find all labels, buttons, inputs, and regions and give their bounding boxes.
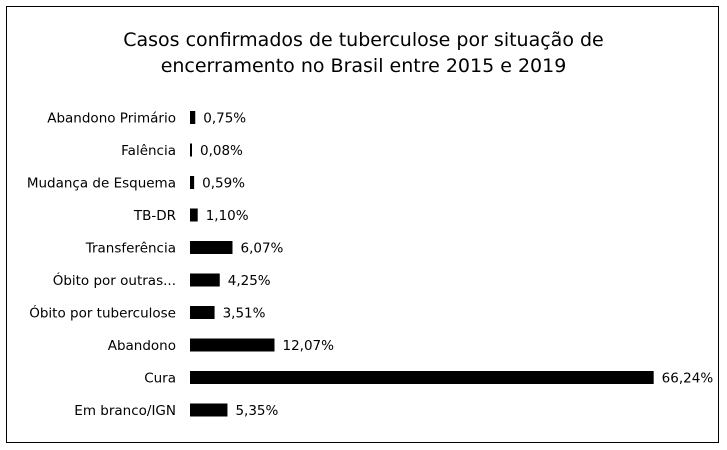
- bar-chart: Abandono Primário Falência Mudança de Esqu…: [27, 111, 714, 420]
- value-label: 5,35%: [235, 403, 278, 419]
- value-label: 0,08%: [200, 143, 243, 159]
- bar: [190, 338, 275, 352]
- value-label: 3,51%: [223, 306, 266, 322]
- category-label: Em branco/IGN: [74, 403, 176, 419]
- value-label: 66,24%: [662, 371, 714, 387]
- value-label: 1,10%: [206, 208, 249, 224]
- bar: [190, 273, 220, 287]
- value-label: 0,59%: [202, 176, 245, 192]
- category-label: Óbito por outras...: [53, 271, 176, 289]
- bar: [190, 111, 196, 124]
- bar: [190, 208, 198, 222]
- bar: [190, 306, 215, 319]
- category-labels: Abandono Primário Falência Mudança de Esqu…: [27, 111, 176, 420]
- bars: [190, 111, 654, 417]
- category-label: Cura: [144, 371, 176, 387]
- chart-title: Casos confirmados de tuberculose por sit…: [7, 27, 720, 79]
- bar: [190, 241, 233, 254]
- bar: [190, 371, 654, 384]
- category-label: Transferência: [85, 241, 176, 257]
- category-label: Abandono: [108, 338, 176, 354]
- chart-title-line-1: Casos confirmados de tuberculose por sit…: [123, 29, 604, 51]
- category-label: TB-DR: [133, 208, 176, 224]
- category-label: Óbito por tuberculose: [29, 304, 176, 322]
- chart-frame: Casos confirmados de tuberculose por sit…: [6, 6, 719, 443]
- value-labels: 0,75% 0,08% 0,59% 1,10% 6,07% 4,25% 3,51% 12,07…: [200, 111, 713, 420]
- value-label: 4,25%: [228, 273, 271, 289]
- bar: [190, 143, 192, 157]
- value-label: 0,75%: [203, 111, 246, 127]
- category-label: Abandono Primário: [47, 111, 176, 127]
- category-label: Mudança de Esquema: [27, 176, 176, 192]
- value-label: 12,07%: [282, 338, 334, 354]
- value-label: 6,07%: [240, 241, 283, 257]
- bar: [190, 403, 228, 417]
- category-label: Falência: [121, 143, 176, 159]
- chart-title-line-2: encerramento no Brasil entre 2015 e 2019: [160, 55, 567, 77]
- bar: [190, 176, 195, 189]
